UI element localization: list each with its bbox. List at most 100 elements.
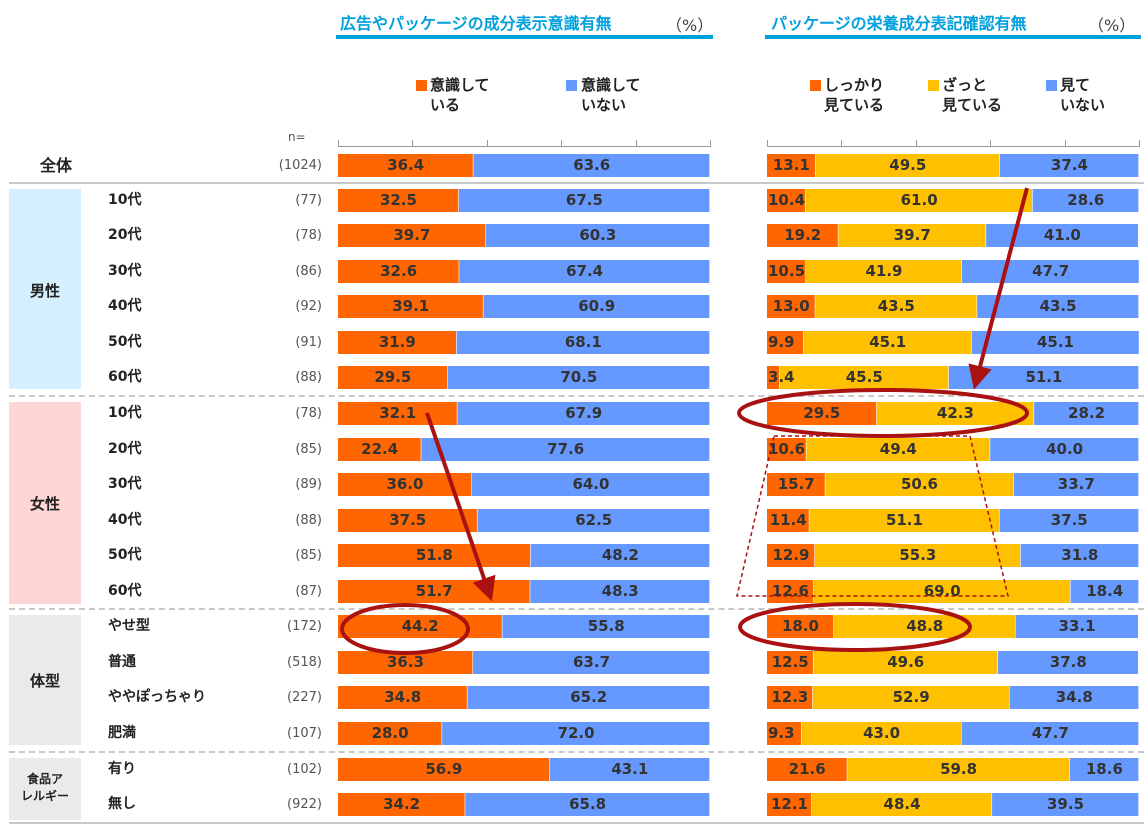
row-n-count: (78) <box>295 406 322 421</box>
bar-left-row4-s0 <box>338 295 483 318</box>
bar-right-row10-s0 <box>767 509 809 532</box>
bar-right-row15-s2 <box>1009 686 1139 709</box>
row-n-count: (518) <box>287 655 322 670</box>
bar-right-row0-s2 <box>999 154 1139 177</box>
bar-right-row7-s1 <box>876 402 1034 425</box>
bar-right-row0-s0 <box>767 154 816 177</box>
bar-left-row11-s0 <box>338 544 531 567</box>
row-label: 10代 <box>108 405 142 421</box>
group-box-body-type <box>9 615 81 745</box>
axis-tick-left-2 <box>486 140 488 147</box>
bar-right-row1-s1 <box>805 189 1033 212</box>
bar-left-row12-s1 <box>530 580 710 603</box>
bar-left-row5-s1 <box>456 331 710 354</box>
row-n-count: (922) <box>287 797 322 812</box>
row-label-total: 全体 <box>40 156 73 175</box>
left-title-underline <box>336 35 713 39</box>
row-n-count: (87) <box>295 584 322 599</box>
highlight-trapezoid-female <box>736 435 1009 597</box>
row-n-count: (85) <box>295 442 322 457</box>
bar-right-row7-s0 <box>767 402 877 425</box>
row-label: 40代 <box>108 512 142 528</box>
annotation-arrow-right <box>968 187 1029 390</box>
left-axis-line <box>338 146 710 147</box>
legend-label-aware: 意識して いる <box>430 76 490 114</box>
highlight-ellipse-slim-left <box>340 603 470 655</box>
row-n-count: (85) <box>295 548 322 563</box>
bar-right-row16-s2 <box>961 722 1139 745</box>
bar-right-row15-s0 <box>767 686 813 709</box>
bar-right-row2-s0 <box>767 224 838 247</box>
bar-right-row1-s0 <box>767 189 806 212</box>
bar-right-row18-s1 <box>812 793 992 816</box>
legend-label-check-briefly: ざっと 見ている <box>942 76 1003 114</box>
bar-left-row17-s0 <box>338 758 550 781</box>
bar-left-row15-s1 <box>467 686 710 709</box>
legend-swatch-not-aware <box>566 80 577 91</box>
bar-right-row12-s0 <box>767 580 814 603</box>
bar-right-row16-s0 <box>767 722 801 745</box>
bar-right-row11-s1 <box>814 544 1021 567</box>
right-panel-title: パッケージの栄養成分表記確認有無 <box>771 14 1027 33</box>
row-n-count: (92) <box>295 299 322 314</box>
row-n-count: (1024) <box>278 158 322 173</box>
bar-right-row5-s1 <box>803 331 971 354</box>
bar-left-row14-s0 <box>338 651 473 674</box>
group-box-female <box>9 402 81 604</box>
bar-left-row2-s1 <box>485 224 710 247</box>
bar-right-row15-s1 <box>812 686 1009 709</box>
bar-right-row14-s0 <box>767 651 813 674</box>
separator-total <box>9 182 1144 184</box>
row-label: 無し <box>108 796 136 812</box>
bar-right-row13-s0 <box>767 615 834 638</box>
bar-right-row12-s2 <box>1070 580 1139 603</box>
bar-right-row6-s1 <box>779 366 949 389</box>
row-n-count: (88) <box>295 513 322 528</box>
row-n-count: (227) <box>287 690 322 705</box>
row-n-count: (89) <box>295 477 322 492</box>
bar-right-row5-s2 <box>971 331 1139 354</box>
bar-left-row1-s1 <box>458 189 710 212</box>
right-panel-unit: （%） <box>1088 16 1136 35</box>
legend-swatch-not-check <box>1046 80 1057 91</box>
bar-left-row0-s1 <box>473 154 710 177</box>
group-label-female: 女性 <box>29 495 60 513</box>
row-n-count: (88) <box>295 370 322 385</box>
bar-left-row10-s1 <box>477 509 710 532</box>
bar-left-row1-s0 <box>338 189 459 212</box>
axis-tick-right-0 <box>767 140 768 147</box>
right-axis-line <box>767 146 1139 147</box>
bar-right-row4-s1 <box>815 295 977 318</box>
bar-left-row16-s1 <box>442 722 710 745</box>
bar-left-row8-s1 <box>421 438 710 461</box>
left-panel-title: 広告やパッケージの成分表示意識有無 <box>340 14 612 33</box>
row-n-count: (172) <box>287 619 322 634</box>
axis-tick-left-0 <box>338 140 339 147</box>
bar-left-row9-s0 <box>338 473 472 496</box>
bar-right-row9-s0 <box>767 473 825 496</box>
bar-right-row8-s1 <box>806 438 990 461</box>
row-label: ややぽっちゃり <box>108 689 206 705</box>
row-label: 普通 <box>108 654 136 670</box>
bar-right-row13-s2 <box>1015 615 1139 638</box>
bar-left-row4-s1 <box>483 295 710 318</box>
row-label: 60代 <box>108 369 142 385</box>
n-header: n= <box>288 130 306 144</box>
bar-right-row1-s2 <box>1032 189 1139 212</box>
bar-right-row2-s2 <box>986 224 1139 247</box>
row-label: 肥満 <box>108 725 136 741</box>
row-label: 50代 <box>108 547 142 563</box>
bar-left-row6-s1 <box>447 366 710 389</box>
bar-left-row11-s1 <box>530 544 710 567</box>
highlight-ellipse-female-10s <box>737 388 1029 438</box>
row-label: 有り <box>108 761 136 777</box>
bar-left-row13-s1 <box>502 615 710 638</box>
axis-tick-left-5 <box>710 140 711 147</box>
right-title-underline <box>765 35 1141 39</box>
bar-right-row4-s2 <box>977 295 1139 318</box>
separator-body-type <box>9 751 1144 753</box>
row-label: 10代 <box>108 192 142 208</box>
bar-right-row3-s0 <box>767 260 806 283</box>
